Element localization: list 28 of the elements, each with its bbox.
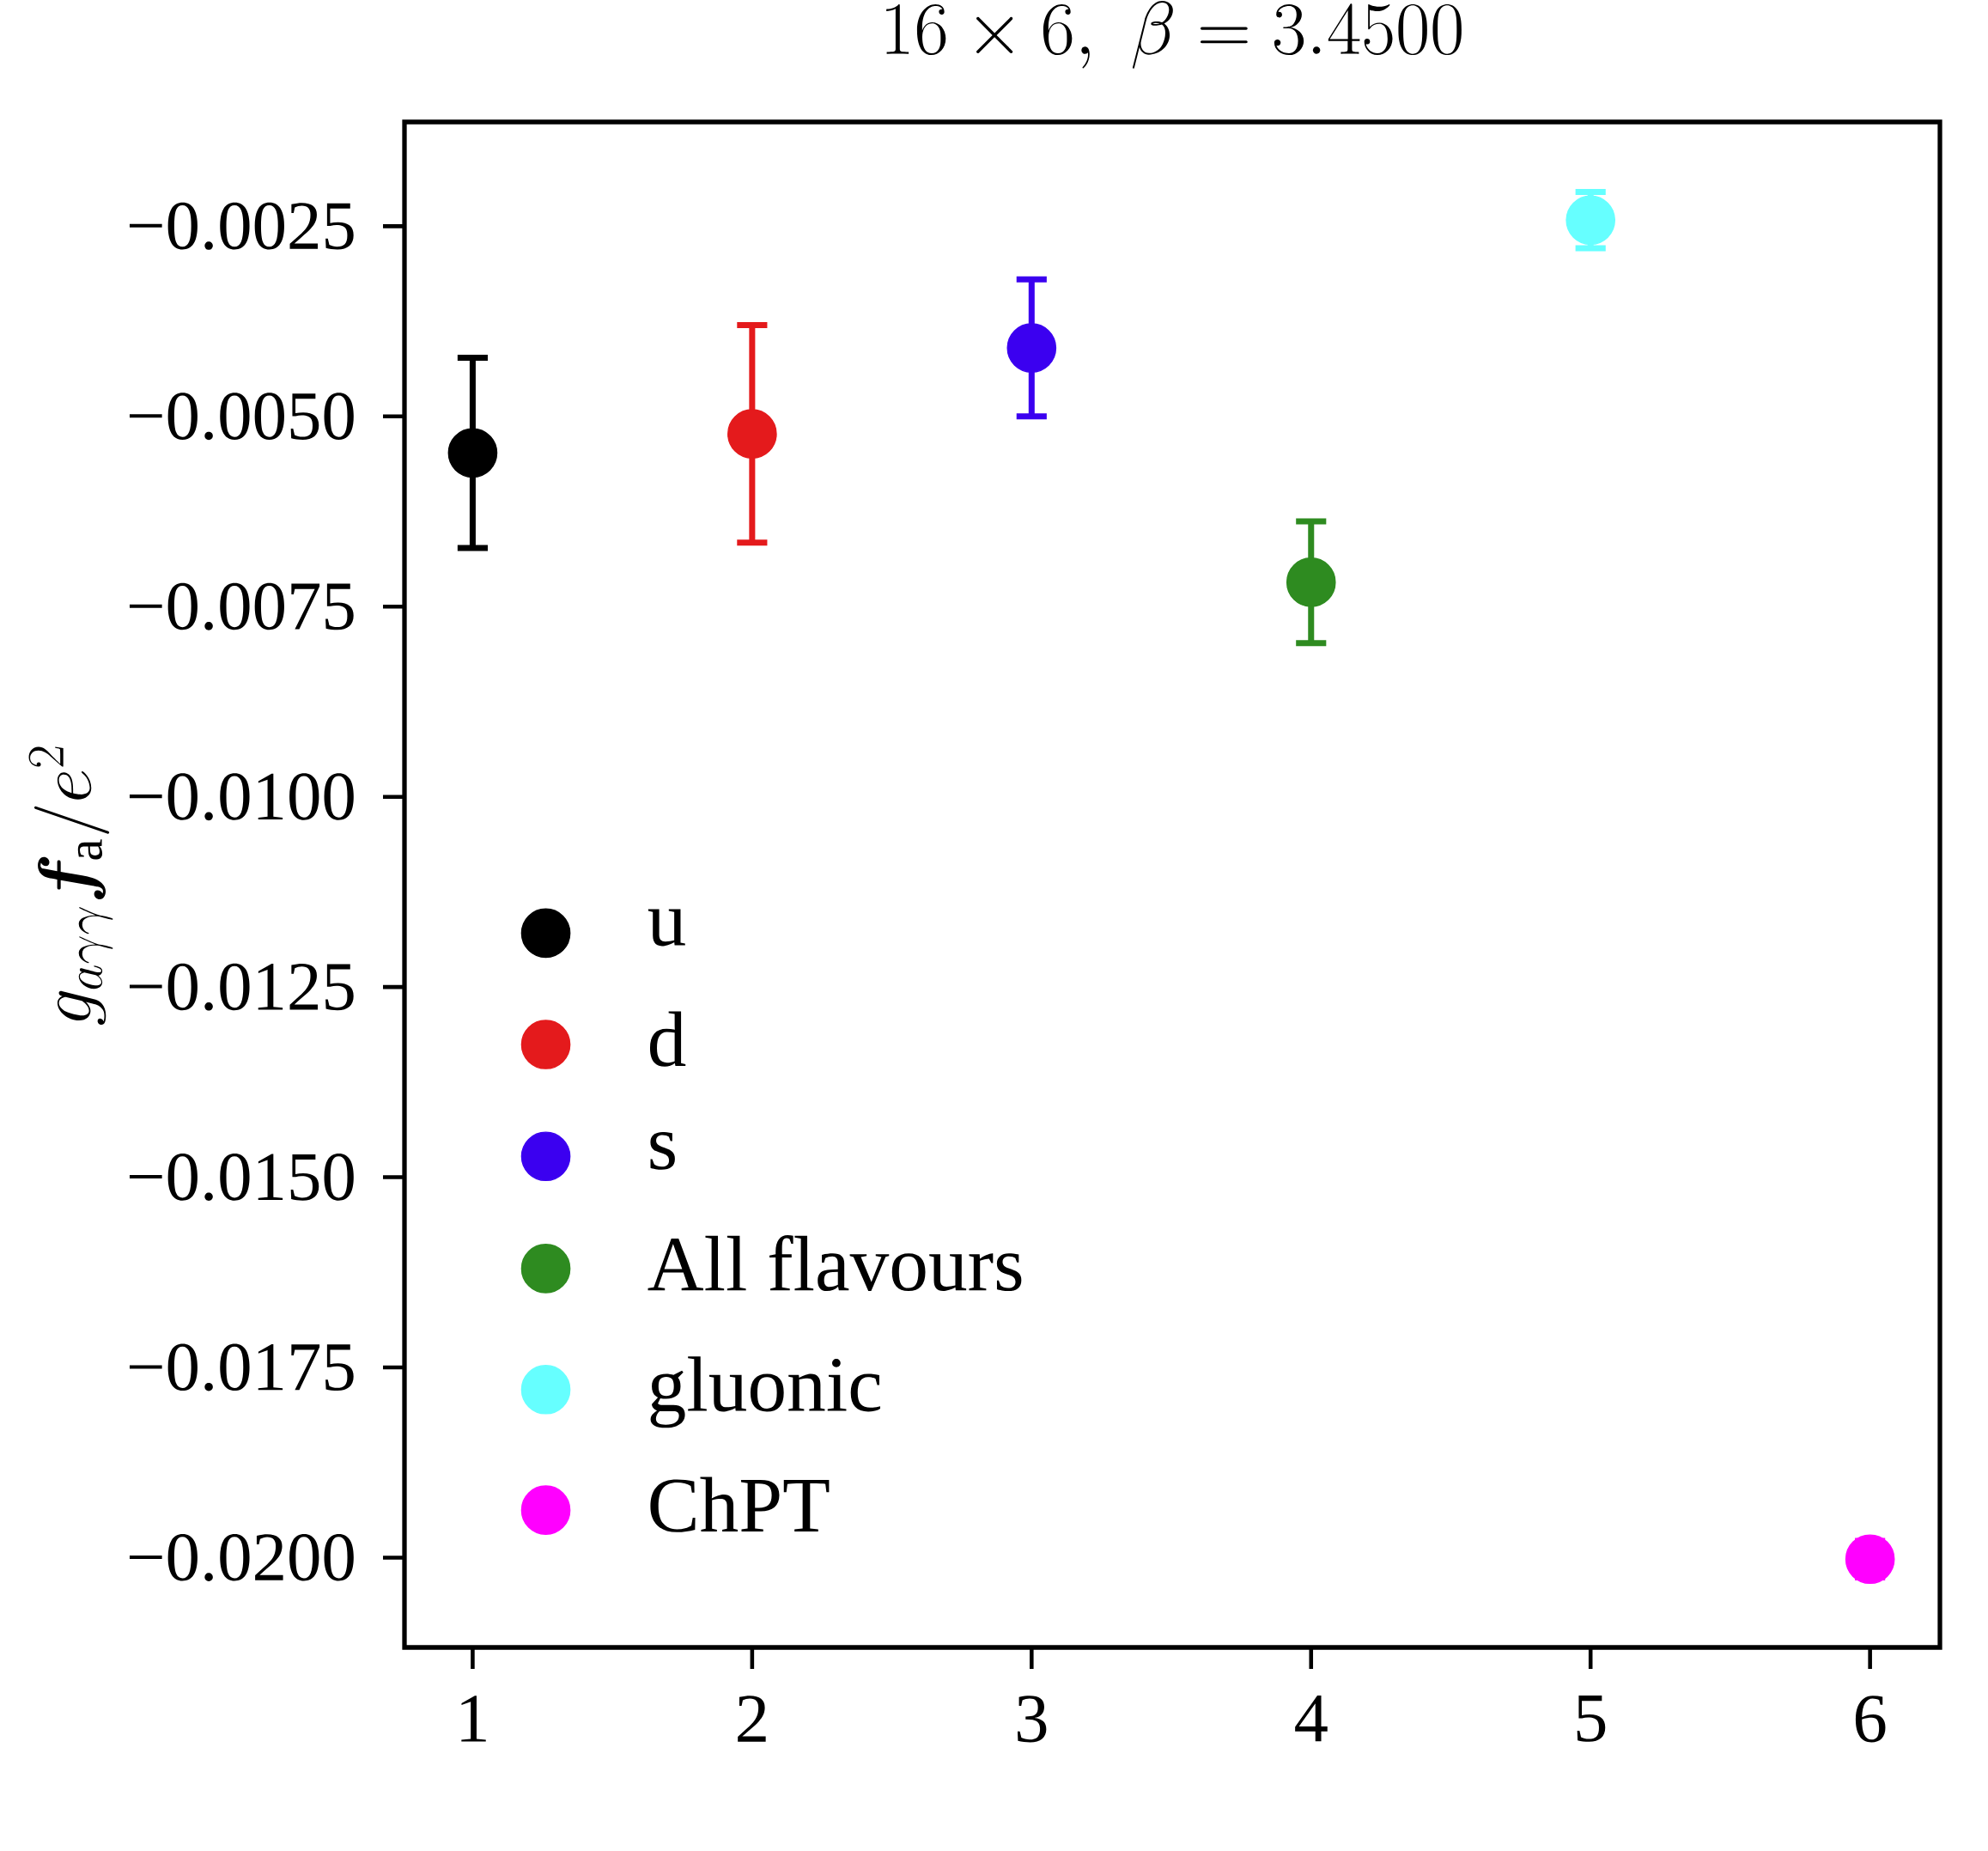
x-tick-label: 6 <box>1855 1696 1886 1743</box>
point <box>727 409 777 459</box>
legend-label: All flavours <box>647 1234 1022 1292</box>
x-tick-label: 2 <box>738 1696 766 1742</box>
y-tick-label: −0.0175 <box>129 1343 354 1391</box>
y-tick-label: −0.0025 <box>129 202 354 250</box>
point <box>447 428 498 478</box>
y-tick-label: −0.0125 <box>129 963 354 1011</box>
point <box>1006 323 1057 373</box>
legend-label: s <box>650 1131 675 1170</box>
chart-title: $16\times 6,\ \beta = 3.4500$ <box>886 1 1462 69</box>
legend-label: gluonic <box>650 1356 880 1428</box>
x-tick-label: 4 <box>1295 1696 1328 1742</box>
y-axis-title: $g_{a\gamma\gamma}\boldsymbol{f}_{\mathrm{a}}/e^{2}$ <box>28 746 113 1026</box>
legend-label: d <box>649 1011 686 1067</box>
point <box>1845 1534 1895 1585</box>
point <box>1286 557 1336 607</box>
y-tick-label: −0.0150 <box>129 1154 354 1202</box>
y-tick-label: −0.0100 <box>129 773 354 821</box>
y-tick-label: −0.0075 <box>129 582 354 630</box>
y-tick-label: −0.0200 <box>129 1533 354 1581</box>
point <box>1565 195 1616 246</box>
legend-label: u <box>647 909 685 947</box>
x-tick-label: 1 <box>461 1696 486 1742</box>
x-tick-label: 5 <box>1577 1696 1606 1742</box>
legend-label: ChPT <box>650 1477 830 1532</box>
y-tick-label: −0.0050 <box>129 393 354 441</box>
x-tick-label: 3 <box>1017 1696 1047 1743</box>
